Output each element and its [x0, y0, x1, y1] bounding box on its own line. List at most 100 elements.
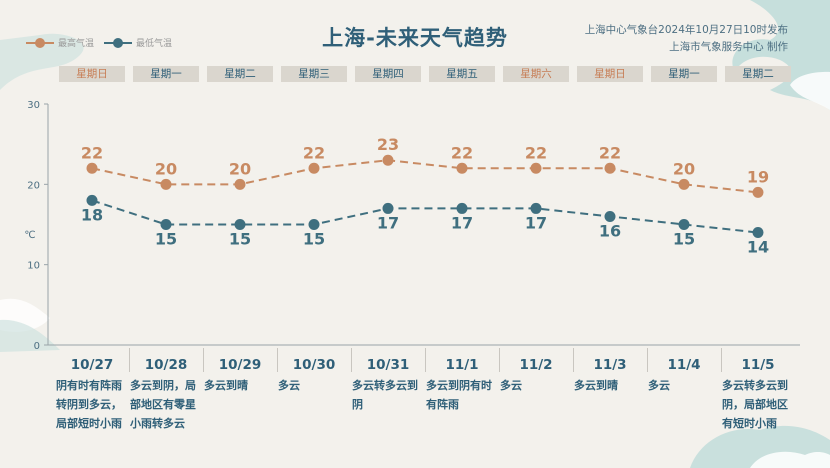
column-divider: [499, 348, 500, 372]
weekday-label: 星期一: [133, 66, 199, 82]
data-point-low: [308, 219, 320, 230]
data-label-high: 22: [81, 143, 103, 162]
weather-description: 多云: [500, 379, 522, 392]
weather-description: 多云到晴: [204, 379, 248, 392]
weekday-label: 星期五: [429, 66, 495, 82]
y-tick-label: 30: [27, 100, 40, 111]
weekday-label: 星期三: [281, 66, 347, 82]
data-label-high: 22: [525, 143, 547, 162]
data-label-low: 18: [81, 205, 103, 224]
data-point-high: [86, 162, 98, 174]
forecast-column: 10/28 多云到阴，局部地区有零星小雨转多云: [129, 354, 203, 433]
forecast-column: 11/2 多云: [499, 354, 573, 395]
weekday-label: 星期二: [207, 66, 273, 82]
data-label-high: 22: [599, 143, 621, 162]
legend-high-label: 最高气温: [58, 39, 95, 49]
data-label-low: 15: [155, 230, 177, 249]
series-line-high: [91, 159, 759, 194]
data-point-high: [382, 154, 394, 166]
data-label-low: 15: [229, 230, 251, 249]
weekday-label: 星期一: [651, 66, 717, 82]
data-label-high: 19: [747, 167, 769, 186]
date-label: 10/31: [366, 357, 410, 373]
y-axis-label: ℃: [24, 230, 35, 241]
data-label-low: 16: [599, 221, 621, 240]
date-label: 11/3: [593, 357, 627, 373]
forecast-column: 11/4 多云: [647, 354, 721, 395]
legend-low: 最低气温: [104, 36, 172, 49]
legend-low-swatch: [104, 37, 133, 48]
date-label: 11/1: [445, 357, 479, 373]
column-divider: [721, 348, 722, 372]
data-label-low: 15: [673, 230, 695, 249]
data-point-low: [382, 202, 394, 214]
data-point-high: [530, 162, 542, 174]
data-point-high: [752, 186, 764, 198]
data-point-high: [160, 178, 172, 190]
data-point-low: [456, 202, 468, 214]
data-point-low: [530, 202, 542, 214]
data-label-low: 17: [451, 213, 473, 232]
data-point-high: [456, 162, 468, 174]
forecast-column: 10/29 多云到晴: [203, 354, 277, 395]
weather-description: 多云转多云到阴: [352, 379, 418, 411]
legend-low-label: 最低气温: [136, 39, 173, 49]
forecast-column: 11/1 多云到阴有时有阵雨: [425, 354, 499, 414]
date-label: 10/27: [70, 357, 114, 373]
issuer-line-2: 上海市气象服务中心 制作: [669, 41, 788, 53]
data-point-high: [604, 162, 616, 174]
data-point-low: [752, 227, 764, 239]
forecast-column: 11/5 多云转多云到阴，局部地区有短时小雨: [721, 354, 795, 433]
date-label: 10/29: [218, 357, 262, 373]
issuer-info: 上海中心气象台2024年10月27日10时发布 上海市气象服务中心 制作: [585, 22, 788, 56]
data-point-low: [160, 219, 172, 230]
weather-description: 多云: [648, 379, 670, 392]
series-line-low: [91, 199, 759, 234]
data-label-high: 22: [451, 143, 473, 162]
date-label: 10/28: [144, 357, 188, 373]
data-label-low: 17: [525, 213, 547, 232]
forecast-column: 10/31 多云转多云到阴: [351, 354, 425, 414]
forecast-column: 10/27 阴有时有阵雨转阴到多云，局部短时小雨: [55, 354, 129, 433]
weather-description: 多云到晴: [574, 379, 618, 392]
data-point-high: [234, 178, 246, 190]
data-point-high: [308, 162, 320, 174]
data-label-high: 20: [155, 159, 177, 178]
data-label-high: 20: [229, 159, 251, 178]
data-label-low: 17: [377, 213, 399, 232]
chart-legend: 最高气温 最低气温: [26, 36, 172, 49]
column-divider: [129, 348, 130, 372]
date-label: 11/2: [519, 357, 553, 373]
column-divider: [647, 348, 648, 372]
column-divider: [203, 348, 204, 372]
forecast-column: 10/30 多云: [277, 354, 351, 395]
forecast-column: 11/3 多云到晴: [573, 354, 647, 395]
y-tick-label: 20: [27, 180, 40, 191]
y-tick-label: 10: [27, 261, 40, 272]
weekday-label: 星期日: [59, 66, 125, 82]
data-point-low: [86, 194, 98, 206]
data-label-high: 20: [673, 159, 695, 178]
date-label: 11/5: [741, 357, 775, 373]
data-point-high: [678, 178, 690, 190]
weekday-label: 星期二: [725, 66, 791, 82]
data-label-low: 15: [303, 230, 325, 249]
weekday-row: 星期日 星期一 星期二 星期三 星期四 星期五 星期六 星期日 星期一 星期二: [55, 66, 795, 82]
weather-description: 多云: [278, 379, 300, 392]
weekday-label: 星期六: [503, 66, 569, 82]
weather-description: 阴有时有阵雨转阴到多云，局部短时小雨: [56, 379, 122, 430]
column-divider: [573, 348, 574, 372]
weekday-label: 星期四: [355, 66, 421, 82]
weather-description: 多云转多云到阴，局部地区有短时小雨: [722, 379, 788, 430]
data-point-low: [678, 219, 690, 230]
column-divider: [277, 348, 278, 372]
date-label: 11/4: [667, 357, 701, 373]
data-label-high: 23: [377, 135, 399, 154]
weather-description: 多云到阴有时有阵雨: [426, 379, 492, 411]
y-tick-label: 0: [34, 341, 40, 352]
legend-high-swatch: [26, 37, 54, 48]
legend-high: 最高气温: [26, 36, 94, 49]
date-label: 10/30: [292, 357, 336, 373]
data-point-low: [604, 210, 616, 222]
